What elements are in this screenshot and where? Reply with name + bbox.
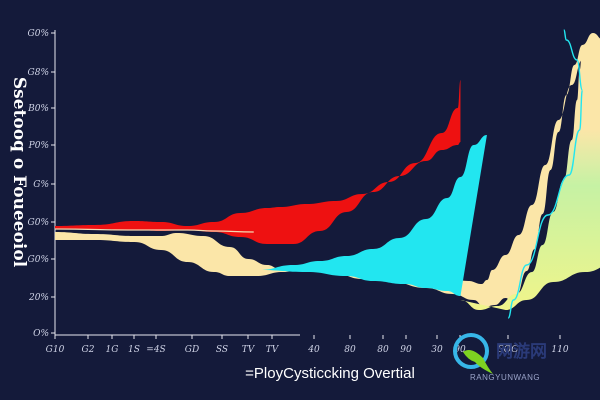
watermark-text: 网游网 xyxy=(496,341,547,361)
series-area-red xyxy=(55,80,461,244)
x-tick-label: TV xyxy=(242,345,256,355)
x-tick-label: 1S xyxy=(128,345,140,355)
x-tick-label: GD xyxy=(185,345,199,355)
chart-caption: =PloyCysticcking Overtial xyxy=(245,365,415,382)
x-tick-label: TV xyxy=(266,345,280,355)
y-tick-label: B0% xyxy=(27,104,49,114)
y-tick-label: O% xyxy=(33,329,49,339)
tracer-line-left xyxy=(54,228,254,233)
x-tick-label: G2 xyxy=(82,345,95,355)
y-tick-group: G0% G8% B0% P0% G% G0% G0% 20% O% xyxy=(27,29,55,339)
y-tick-label: G0% xyxy=(28,29,49,39)
x-tick-label: G10 xyxy=(46,345,65,355)
logo-ring-icon xyxy=(453,333,489,369)
series-area-bulb xyxy=(460,33,600,310)
x-tick-label: 90 xyxy=(454,345,466,355)
x-tick-label: =4S xyxy=(146,345,165,355)
x-tick-label: 40 xyxy=(307,345,320,355)
tracer-line-right xyxy=(507,29,584,319)
y-tick-label: 20% xyxy=(28,293,49,303)
y-tick-label: G8% xyxy=(28,68,49,78)
series-area-cyan xyxy=(259,135,487,296)
y-axis-label: Ssetooq o Foueeoiol xyxy=(9,77,29,268)
x-tick-label: SOG xyxy=(498,345,519,355)
x-tick-label: 1G xyxy=(106,345,119,355)
x-tick-label: SS xyxy=(216,345,228,355)
watermark-subtext: RANGYUNWANG xyxy=(470,373,540,382)
y-tick-label: P0% xyxy=(28,141,49,151)
x-tick-label: 110 xyxy=(551,345,568,355)
y-tick-label: G0% xyxy=(28,218,49,228)
x-tick-label: 80 xyxy=(377,345,389,355)
y-tick-label: G% xyxy=(33,180,49,190)
x-tick-group: G10 G2 1G 1S =4S GD SS TV TV 40 80 80 90 30 90 SOG 110 xyxy=(46,335,569,355)
x-tick-label: 80 xyxy=(344,345,356,355)
logo-leaf-icon xyxy=(463,350,493,374)
y-tick-label: G0% xyxy=(28,255,49,265)
series-area-yellow xyxy=(55,35,593,307)
x-tick-label: 30 xyxy=(431,345,443,355)
x-tick-label: 90 xyxy=(400,345,412,355)
watermark-logo: 网游网 RANGYUNWANG xyxy=(453,333,547,382)
